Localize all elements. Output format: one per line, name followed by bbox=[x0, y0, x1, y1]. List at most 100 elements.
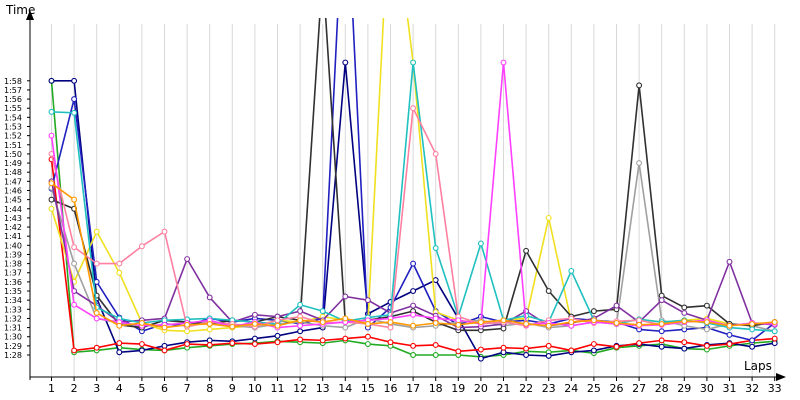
series-point bbox=[297, 301, 304, 308]
series-point bbox=[771, 319, 778, 326]
series-point bbox=[613, 343, 620, 350]
series-point bbox=[681, 310, 688, 316]
x-tick-label: 12 bbox=[293, 382, 307, 395]
series-point bbox=[523, 320, 530, 327]
series-point bbox=[500, 317, 507, 324]
series-point bbox=[455, 321, 462, 328]
x-tick-label: 18 bbox=[429, 382, 443, 395]
x-tick-label: 26 bbox=[610, 382, 624, 395]
x-tick-labels: 1 2 3 4 5 6 7 8 9 10 11 12 13 14 15 16 17 18 19 20 21 22 23 24 2… bbox=[48, 377, 782, 395]
series-point bbox=[138, 347, 145, 354]
series-point bbox=[206, 326, 213, 333]
y-tick-label: 1:30 bbox=[4, 333, 22, 342]
y-tick-label: 1:55 bbox=[4, 104, 22, 113]
series-point bbox=[274, 322, 281, 329]
series-point bbox=[477, 355, 484, 362]
series-layer bbox=[48, 18, 778, 362]
x-tick-label: 31 bbox=[723, 382, 737, 395]
series-point bbox=[48, 132, 55, 139]
y-axis-arrow bbox=[26, 10, 34, 20]
series-point bbox=[636, 160, 643, 167]
x-tick-label: 6 bbox=[161, 382, 168, 395]
series-point bbox=[229, 340, 236, 347]
y-tick-label: 1:51 bbox=[4, 141, 22, 150]
series-point bbox=[251, 320, 258, 327]
series-point bbox=[658, 343, 665, 350]
series-point bbox=[432, 150, 439, 157]
series-point bbox=[116, 322, 123, 329]
series-point bbox=[410, 342, 417, 349]
series-point bbox=[297, 322, 304, 329]
x-tick-label: 7 bbox=[184, 382, 191, 395]
series-point bbox=[138, 243, 145, 250]
series-point bbox=[410, 352, 417, 358]
series-point bbox=[545, 322, 552, 329]
series-point bbox=[545, 288, 552, 294]
series-point bbox=[71, 301, 78, 308]
y-tick-label: 1:56 bbox=[4, 95, 22, 104]
series-point bbox=[523, 345, 530, 352]
series-point bbox=[161, 324, 168, 331]
y-tick-label: 1:43 bbox=[4, 214, 22, 223]
y-tick-labels: 1:281:291:301:311:321:331:341:351:361:37… bbox=[4, 77, 30, 360]
series-point bbox=[681, 345, 688, 352]
series-point bbox=[342, 293, 349, 300]
series-point bbox=[93, 278, 100, 285]
series-point bbox=[726, 331, 733, 338]
x-tick-label: 29 bbox=[677, 382, 691, 395]
series-point bbox=[749, 343, 756, 350]
series-point bbox=[319, 319, 326, 326]
series-point bbox=[93, 315, 100, 322]
series-point bbox=[432, 245, 439, 252]
x-tick-label: 33 bbox=[768, 382, 782, 395]
x-tick-label: 32 bbox=[745, 382, 759, 395]
series-point bbox=[116, 260, 123, 267]
y-tick-label: 1:52 bbox=[4, 132, 22, 141]
series-point bbox=[48, 180, 55, 187]
y-tick-label: 1:57 bbox=[4, 86, 22, 95]
y-tick-label: 1:31 bbox=[4, 324, 22, 333]
series-point bbox=[342, 335, 349, 342]
x-tick-label: 22 bbox=[519, 382, 533, 395]
x-tick-label: 23 bbox=[542, 382, 556, 395]
series-point bbox=[71, 96, 78, 103]
series-point bbox=[749, 337, 756, 344]
x-tick-label: 10 bbox=[248, 382, 262, 395]
series-point bbox=[500, 344, 507, 351]
series-point bbox=[568, 347, 575, 354]
series-point bbox=[251, 341, 258, 347]
x-axis-title: Laps bbox=[744, 359, 772, 373]
series-point bbox=[681, 318, 688, 325]
series-point bbox=[590, 347, 597, 354]
series-point bbox=[48, 77, 55, 84]
y-axis-title: Time bbox=[5, 3, 35, 17]
series-point bbox=[342, 324, 349, 331]
series-point bbox=[636, 82, 643, 89]
series-point bbox=[410, 260, 417, 267]
y-tick-label: 1:45 bbox=[4, 196, 22, 205]
series-point bbox=[387, 319, 394, 326]
series-point bbox=[477, 240, 484, 247]
series-point bbox=[297, 317, 304, 324]
series-point bbox=[274, 317, 281, 324]
series-point bbox=[297, 308, 304, 315]
series-point bbox=[184, 341, 191, 347]
series-point bbox=[590, 308, 597, 315]
series-point bbox=[681, 304, 688, 311]
y-tick-label: 1:28 bbox=[4, 351, 22, 360]
series-point bbox=[410, 59, 417, 66]
x-axis-arrow bbox=[776, 373, 786, 381]
series-point bbox=[500, 59, 507, 66]
series-point bbox=[48, 108, 55, 115]
series-point bbox=[613, 320, 620, 326]
y-tick-label: 1:42 bbox=[4, 223, 22, 232]
series-point bbox=[364, 297, 371, 304]
series-point bbox=[545, 342, 552, 349]
x-tick-label: 24 bbox=[564, 382, 578, 395]
series-point bbox=[636, 321, 643, 328]
x-tick-label: 21 bbox=[497, 382, 511, 395]
x-tick-label: 20 bbox=[474, 382, 488, 395]
x-tick-label: 14 bbox=[338, 382, 352, 395]
x-tick-label: 28 bbox=[655, 382, 669, 395]
series-point bbox=[703, 302, 710, 309]
